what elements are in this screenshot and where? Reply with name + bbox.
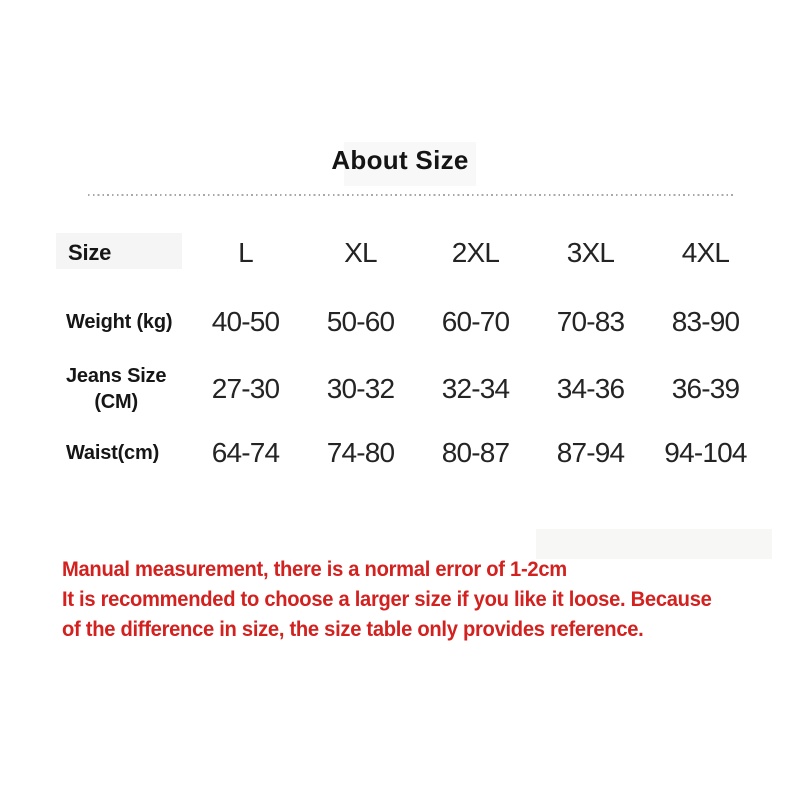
column-header-4xl: 4XL: [681, 237, 730, 268]
table-cell: 70-83: [556, 306, 625, 337]
table-header-row: Size L XL 2XL 3XL 4XL: [60, 230, 763, 276]
table-cell: 40-50: [211, 306, 280, 337]
table-row-weight: Weight (kg) 40-50 50-60 60-70 70-83 83-9…: [60, 299, 763, 345]
weight-label: Weight (kg): [66, 310, 173, 333]
background-artifact-patch: [56, 233, 182, 269]
table-cell: 30-32: [326, 373, 395, 404]
waist-label-cell: Waist(cm): [60, 442, 188, 465]
table-cell: 60-70: [441, 306, 510, 337]
measurement-note: Manual measurement, there is a normal er…: [62, 555, 753, 645]
background-artifact-patch: [344, 142, 476, 186]
table-cell: 83-90: [671, 306, 740, 337]
jeans-label: Jeans Size (CM): [66, 363, 166, 415]
column-header-2xl: 2XL: [451, 237, 500, 268]
table-cell: 80-87: [441, 437, 510, 468]
waist-label: Waist(cm): [66, 441, 160, 464]
page-title: About Size: [331, 145, 469, 175]
table-cell: 74-80: [326, 437, 395, 468]
table-cell: 94-104: [664, 437, 747, 468]
table-cell: 87-94: [556, 437, 625, 468]
table-row-jeans-size: Jeans Size (CM) 27-30 30-32 32-34 34-36 …: [60, 358, 763, 420]
size-label: Size: [68, 240, 112, 265]
note-line-2: It is recommended to choose a larger siz…: [62, 588, 712, 611]
jeans-label-cell: Jeans Size (CM): [60, 363, 188, 415]
note-line-1: Manual measurement, there is a normal er…: [62, 558, 567, 581]
header-label-cell: Size: [60, 240, 188, 266]
dotted-divider: [88, 194, 736, 196]
column-header-3xl: 3XL: [566, 237, 615, 268]
jeans-label-line1: Jeans Size: [66, 365, 167, 387]
table-row-waist: Waist(cm) 64-74 74-80 80-87 87-94 94-104: [60, 431, 763, 475]
table-cell: 64-74: [211, 437, 280, 468]
background-artifact-patch: [536, 529, 772, 559]
table-cell: 34-36: [556, 373, 625, 404]
note-line-3: of the difference in size, the size tabl…: [62, 618, 644, 641]
column-header-l: L: [238, 237, 254, 268]
column-header-xl: XL: [344, 237, 377, 268]
table-cell: 36-39: [671, 373, 740, 404]
table-cell: 27-30: [211, 373, 280, 404]
weight-label-cell: Weight (kg): [60, 311, 188, 334]
table-cell: 32-34: [441, 373, 510, 404]
jeans-label-line2: (CM): [94, 391, 138, 413]
table-cell: 50-60: [326, 306, 395, 337]
